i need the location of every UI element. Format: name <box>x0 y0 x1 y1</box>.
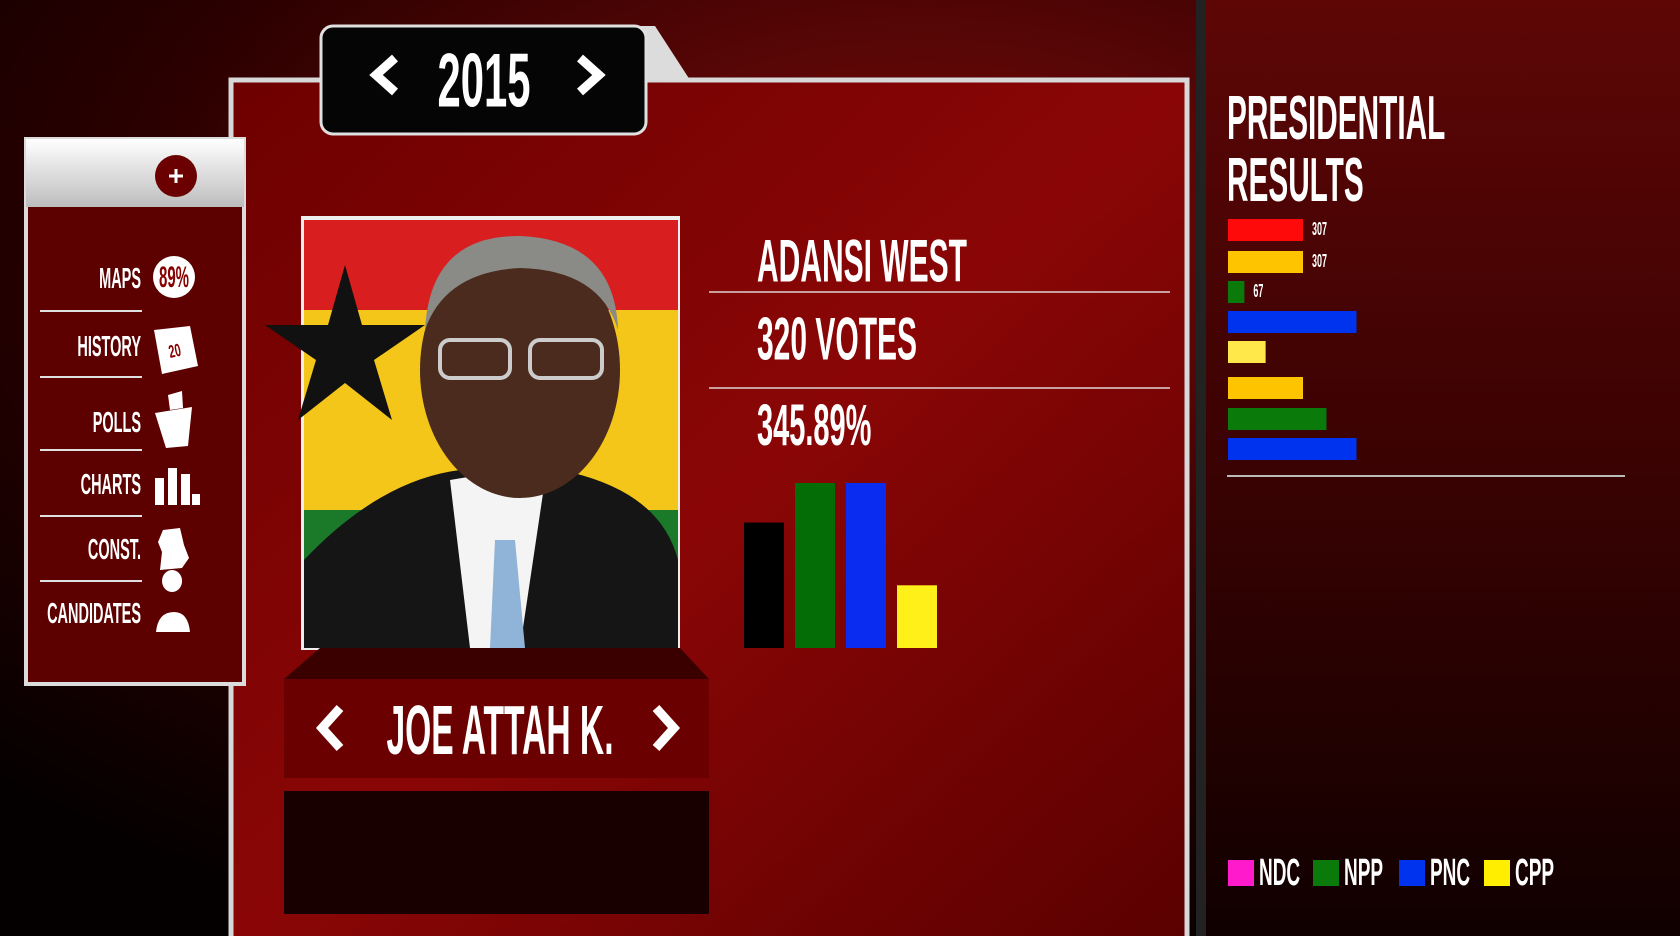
percentage: 345.89% <box>757 392 871 458</box>
legend-label: PNC <box>1430 852 1470 894</box>
legend-label: NDC <box>1259 852 1300 894</box>
menu-item[interactable]: MAPS <box>99 262 141 295</box>
flag-star <box>265 265 425 420</box>
bar <box>1228 377 1303 399</box>
legend-swatch <box>1399 860 1425 886</box>
history-badge: 20 <box>167 341 183 362</box>
value-label: 307 <box>1312 252 1327 272</box>
bar <box>897 585 937 648</box>
bar <box>1228 251 1303 273</box>
glasses <box>438 338 512 380</box>
bar <box>1228 219 1303 241</box>
polls-icon <box>155 391 192 448</box>
sidebar <box>24 137 246 686</box>
next-candidate[interactable] <box>652 704 681 752</box>
maps-badge <box>153 256 195 298</box>
right-panel <box>1206 0 1680 936</box>
add-icon <box>169 169 183 183</box>
maps-badge-text: 89% <box>159 262 189 295</box>
name-plate-top <box>284 648 709 679</box>
bar <box>1228 281 1245 303</box>
legend-swatch <box>1313 860 1339 886</box>
prev-candidate[interactable] <box>315 704 344 752</box>
candidate-name: JOE ATTAH K. <box>386 690 613 769</box>
value-label: 67 <box>1253 282 1263 302</box>
sidebar-header <box>26 139 244 207</box>
const-icon <box>158 528 189 570</box>
menu: MAPS 89% HISTORY 20 POLLS CHARTS CONST. … <box>40 256 200 632</box>
glasses <box>528 338 604 380</box>
legend-label: CPP <box>1515 852 1554 894</box>
candidates-icon <box>156 570 190 632</box>
year-selector <box>319 24 648 136</box>
legend-swatch <box>1484 860 1510 886</box>
menu-item[interactable]: POLLS <box>93 406 141 439</box>
votes: 320 VOTES <box>757 306 917 373</box>
name-plate <box>284 679 709 778</box>
tie <box>490 540 525 648</box>
prev-year[interactable] <box>369 54 399 96</box>
bar <box>1228 438 1357 460</box>
menu-item[interactable]: HISTORY <box>77 330 141 363</box>
chart-title: PRESIDENTIAL RESULTS <box>1227 84 1445 215</box>
menu-item[interactable]: CONST. <box>88 533 141 566</box>
bar <box>846 483 886 648</box>
menu-item[interactable]: CHARTS <box>81 468 141 501</box>
menu-item[interactable]: CANDIDATES <box>47 597 141 630</box>
year: 2015 <box>438 37 531 123</box>
face <box>420 242 620 498</box>
bar <box>795 483 835 648</box>
legend-label: NPP <box>1344 852 1383 894</box>
info-box <box>284 791 709 914</box>
bar <box>1228 408 1327 430</box>
next-year[interactable] <box>576 54 606 96</box>
bar <box>1228 341 1266 363</box>
panel-divider <box>1196 0 1206 936</box>
value-label: 307 <box>1312 220 1327 240</box>
charts-icon <box>155 468 200 505</box>
history-icon <box>154 326 198 374</box>
bar <box>1228 311 1357 333</box>
constituency-name: ADANSI WEST <box>757 228 967 295</box>
candidate-photo <box>265 216 680 650</box>
hair <box>425 235 618 330</box>
bar <box>744 522 784 648</box>
legend-swatch <box>1228 860 1254 886</box>
